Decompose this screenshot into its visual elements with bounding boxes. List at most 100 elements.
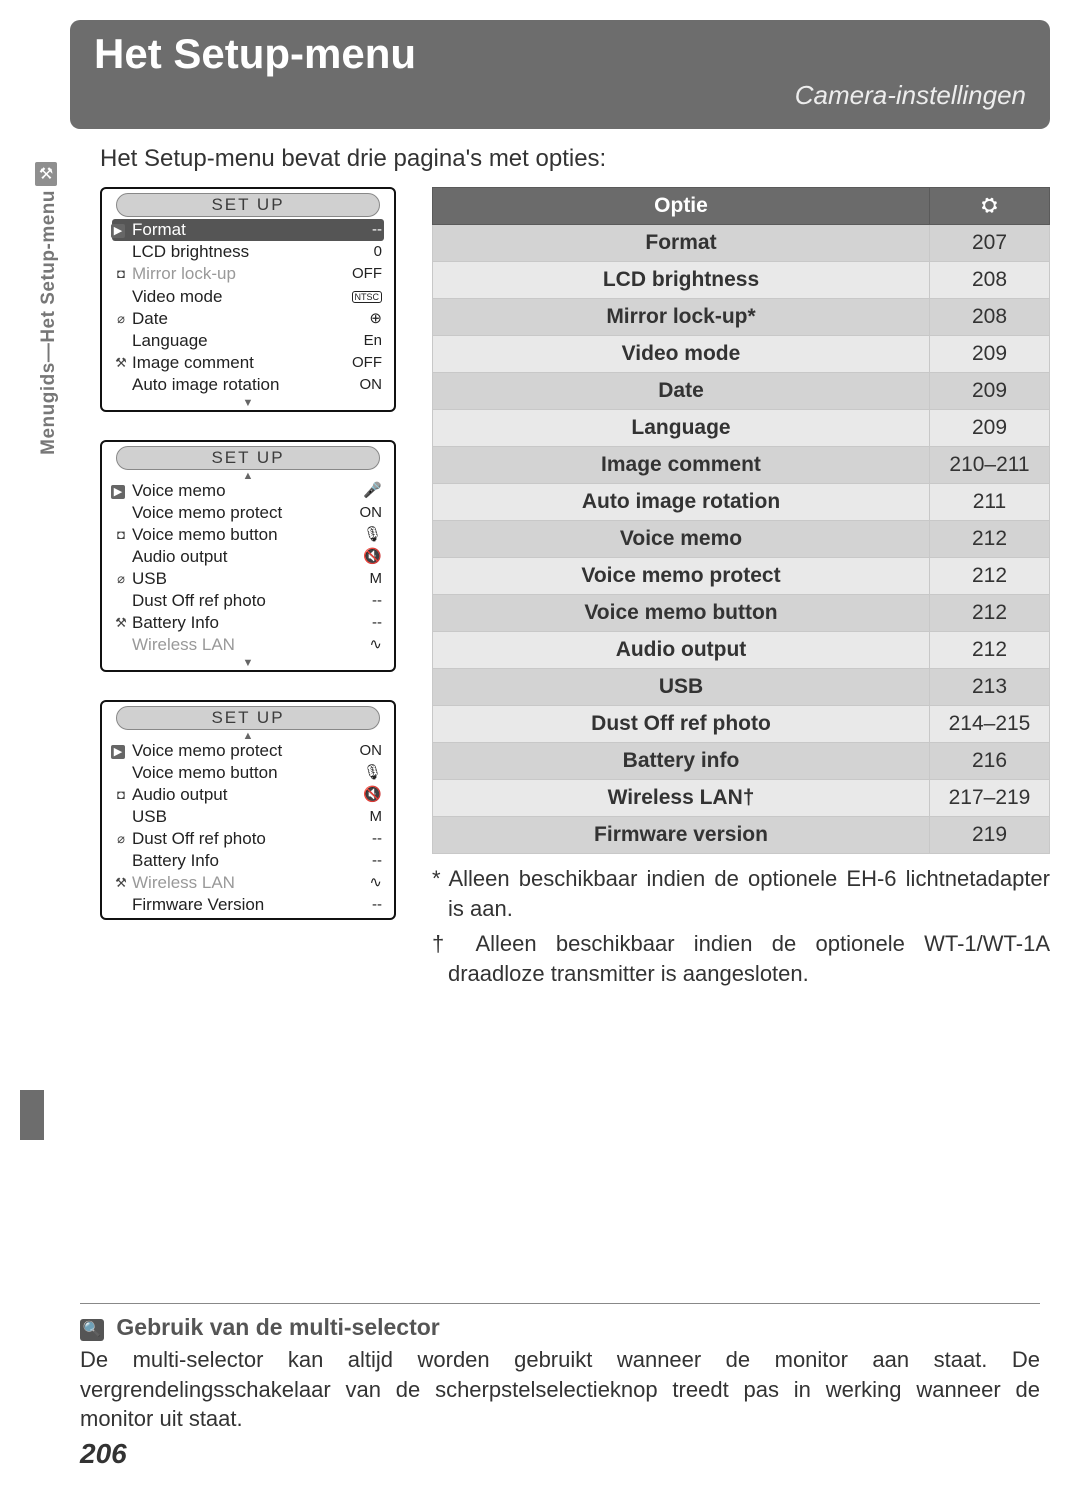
- option-cell: Mirror lock-up*: [433, 299, 930, 336]
- menu-row: ◘Voice memo button🎙: [102, 524, 394, 546]
- intro-text: Het Setup-menu bevat drie pagina's met o…: [100, 145, 1050, 173]
- bottom-note: 🔍 Gebruik van de multi-selector De multi…: [80, 1303, 1040, 1434]
- bottom-heading: 🔍 Gebruik van de multi-selector: [80, 1314, 1040, 1341]
- footnote-asterisk: * Alleen beschikbaar indien de optionele…: [432, 864, 1050, 923]
- page-cell: 210–211: [930, 447, 1050, 484]
- row-value: 🎙: [334, 524, 382, 546]
- row-value: NTSC: [334, 285, 382, 308]
- page-cell: 212: [930, 558, 1050, 595]
- menu-row: Audio output🔇: [102, 546, 394, 568]
- row-label: Voice memo button: [130, 524, 334, 546]
- row-value: 🔇: [334, 784, 382, 806]
- row-value: --: [334, 590, 382, 612]
- option-cell: Audio output: [433, 632, 930, 669]
- row-icon: ⚒: [112, 872, 130, 894]
- option-cell: USB: [433, 669, 930, 706]
- row-label: Voice memo button: [130, 762, 334, 784]
- row-label: Audio output: [130, 546, 334, 568]
- page-cell: 208: [930, 262, 1050, 299]
- page-title: Het Setup-menu: [94, 30, 1026, 78]
- menu-row: ⌀Date⊕: [102, 308, 394, 330]
- menu-row: LCD brightness0: [102, 241, 394, 263]
- column-header-page: ⛭: [930, 188, 1050, 225]
- row-label: Language: [130, 330, 334, 352]
- row-icon: ▶: [112, 480, 130, 502]
- row-icon: ◘: [112, 263, 130, 285]
- page-cell: 214–215: [930, 706, 1050, 743]
- option-cell: Voice memo protect: [433, 558, 930, 595]
- row-value: OFF: [334, 352, 382, 374]
- row-value: En: [334, 330, 382, 352]
- scroll-down-icon: ▼: [102, 658, 394, 668]
- menu-row: Voice memo protectON: [102, 502, 394, 524]
- row-icon: ⌀: [112, 308, 130, 330]
- row-label: Video mode: [130, 286, 334, 308]
- menu-row: ▶Voice memo protectON: [102, 740, 394, 762]
- option-cell: Auto image rotation: [433, 484, 930, 521]
- page-cell: 212: [930, 595, 1050, 632]
- option-cell: LCD brightness: [433, 262, 930, 299]
- table-row: Date209: [433, 373, 1050, 410]
- page-cell: 209: [930, 373, 1050, 410]
- reference-table-container: Optie ⛭ Format207LCD brightness208Mirror…: [432, 187, 1050, 995]
- row-value: ON: [334, 502, 382, 524]
- page-number: 206: [80, 1438, 127, 1470]
- menu-row: Dust Off ref photo--: [102, 590, 394, 612]
- column-header-optie: Optie: [433, 188, 930, 225]
- footnote-dagger: † Alleen beschikbaar indien de optionele…: [432, 929, 1050, 988]
- option-cell: Format: [433, 225, 930, 262]
- table-row: Format207: [433, 225, 1050, 262]
- table-row: Audio output212: [433, 632, 1050, 669]
- table-row: LCD brightness208: [433, 262, 1050, 299]
- menu-row: ◘Mirror lock-upOFF: [102, 263, 394, 285]
- row-label: Mirror lock-up: [130, 263, 334, 285]
- play-icon: ▶: [111, 745, 125, 759]
- menu-row: ⚒Battery Info--: [102, 612, 394, 634]
- reference-table: Optie ⛭ Format207LCD brightness208Mirror…: [432, 187, 1050, 854]
- table-row: Auto image rotation211: [433, 484, 1050, 521]
- row-icon: ◘: [112, 784, 130, 806]
- row-value: --: [334, 850, 382, 872]
- row-value: --: [334, 894, 382, 916]
- margin-strip: [20, 1090, 44, 1140]
- row-label: Wireless LAN: [130, 634, 334, 656]
- row-label: Dust Off ref photo: [130, 590, 334, 612]
- bottom-body-text: De multi-selector kan altijd worden gebr…: [80, 1345, 1040, 1434]
- bottom-heading-text: Gebruik van de multi-selector: [116, 1314, 439, 1340]
- table-row: Firmware version219: [433, 817, 1050, 854]
- menu-row: ▶Voice memo🎤: [102, 480, 394, 502]
- table-row: Video mode209: [433, 336, 1050, 373]
- row-value: ∿: [334, 634, 382, 656]
- menu-rows: ▶Format--LCD brightness0◘Mirror lock-upO…: [102, 219, 394, 408]
- scroll-up-icon: ▲: [102, 732, 394, 740]
- content-columns: SET UP▶Format--LCD brightness0◘Mirror lo…: [100, 187, 1050, 995]
- sidebar-section-label: Menugids—Het Setup-menu: [38, 190, 60, 455]
- menu-row: ⌀USBM: [102, 568, 394, 590]
- table-row: Voice memo button212: [433, 595, 1050, 632]
- row-icon: ⚒: [112, 352, 130, 374]
- menu-rows: ▶Voice memo🎤Voice memo protectON◘Voice m…: [102, 480, 394, 668]
- row-label: Voice memo protect: [130, 740, 334, 762]
- row-label: Wireless LAN: [130, 872, 334, 894]
- scroll-down-icon: ▼: [102, 398, 394, 408]
- option-cell: Voice memo button: [433, 595, 930, 632]
- row-value: --: [334, 612, 382, 634]
- menu-row: Firmware Version--: [102, 894, 394, 916]
- option-cell: Image comment: [433, 447, 930, 484]
- row-value: 🎙: [334, 762, 382, 784]
- camera-screenshots: SET UP ▶Format--LCD brightness0◘Mirror lo…: [100, 187, 396, 995]
- option-cell: Date: [433, 373, 930, 410]
- screenshot-title: SET UP: [116, 446, 380, 470]
- row-value: ∿: [334, 872, 382, 894]
- row-value: --: [334, 219, 382, 241]
- screenshot-title: SET UP: [116, 706, 380, 730]
- option-cell: Wireless LAN†: [433, 780, 930, 817]
- row-icon: ◘: [112, 524, 130, 546]
- menu-row: Wireless LAN∿: [102, 634, 394, 656]
- page-cell: 207: [930, 225, 1050, 262]
- option-cell: Voice memo: [433, 521, 930, 558]
- menu-row: ⚒Image commentOFF: [102, 352, 394, 374]
- camera-menu-screenshot: SET UP▲▶Voice memo🎤Voice memo protectON◘…: [100, 440, 396, 672]
- menu-row: Battery Info--: [102, 850, 394, 872]
- row-icon: ▶: [112, 219, 130, 241]
